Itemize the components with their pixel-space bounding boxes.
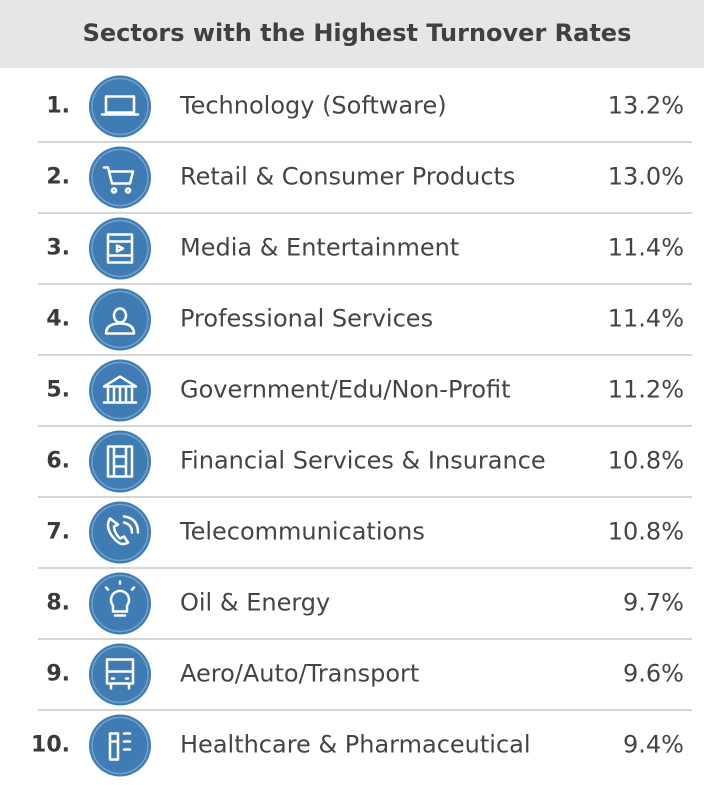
icon-glyph: [106, 445, 134, 478]
rank: 3.: [46, 236, 70, 261]
sector-icon: [89, 714, 151, 777]
sector-icon: [89, 430, 151, 493]
table-row: 6. Financial Services & Insurance 10.8%: [38, 425, 692, 493]
icon-glyph: [108, 732, 132, 761]
sector-icon: [89, 75, 151, 138]
rank: 2.: [46, 165, 70, 190]
icon-glyph: [104, 307, 136, 335]
sector-name: Professional Services: [180, 305, 433, 333]
table-row: 1. Technology (Software) 13.2%: [46, 75, 684, 138]
sector-name: Government/Edu/Non-Profit: [180, 376, 511, 404]
icon-ring: [91, 148, 149, 207]
icon-ring: [91, 219, 149, 278]
icon-ring: [91, 361, 149, 420]
turnover-rate: 11.4%: [608, 234, 684, 262]
icon-ring: [91, 77, 149, 136]
sector-name: Media & Entertainment: [180, 234, 459, 262]
table-row: 3. Media & Entertainment 11.4%: [38, 212, 692, 280]
rank: 1.: [46, 94, 70, 119]
sector-icon: [89, 572, 151, 635]
icon-glyph: [105, 658, 135, 690]
icon-circle: [89, 217, 151, 280]
turnover-rate: 11.4%: [608, 305, 684, 333]
icon-ring: [91, 432, 149, 491]
rank: 7.: [46, 520, 70, 545]
sector-name: Financial Services & Insurance: [180, 447, 546, 475]
turnover-rate: 11.2%: [608, 376, 684, 404]
table-row: 7. Telecommunications 10.8%: [38, 496, 692, 564]
icon-ring: [91, 290, 149, 349]
header-band: [0, 0, 704, 68]
turnover-rate: 10.8%: [608, 447, 684, 475]
icon-ring: [91, 716, 149, 775]
turnover-rate: 13.2%: [608, 92, 684, 120]
turnover-rate: 10.8%: [608, 518, 684, 546]
turnover-rate: 9.4%: [623, 731, 684, 759]
rank: 8.: [46, 591, 70, 616]
rank: 5.: [46, 378, 70, 403]
table-row: 10. Healthcare & Pharmaceutical 9.4%: [31, 709, 692, 777]
icon-circle: [89, 146, 151, 209]
icon-glyph: [106, 515, 140, 546]
sector-icon: [89, 643, 151, 706]
rank: 4.: [46, 307, 70, 332]
turnover-rate: 9.6%: [623, 660, 684, 688]
turnover-rate: 9.7%: [623, 589, 684, 617]
table-row: 8. Oil & Energy 9.7%: [38, 567, 692, 635]
title: Sectors with the Highest Turnover Rates: [83, 19, 632, 47]
rank: 10.: [31, 733, 70, 758]
icon-circle: [89, 75, 151, 138]
icon-circle: [89, 288, 151, 351]
sector-icon: [89, 146, 151, 209]
sector-icon: [89, 217, 151, 280]
sector-name: Telecommunications: [179, 518, 425, 546]
turnover-rate: 13.0%: [608, 163, 684, 191]
icon-circle: [89, 643, 151, 706]
icon-glyph: [106, 233, 134, 264]
icon-circle: [89, 501, 151, 564]
table-row: 5. Government/Edu/Non-Profit 11.2%: [38, 354, 692, 422]
icon-circle: [89, 572, 151, 635]
table-row: 4. Professional Services 11.4%: [38, 283, 692, 351]
icon-ring: [91, 574, 149, 633]
sector-icon: [89, 501, 151, 564]
icon-ring: [91, 645, 149, 704]
table-row: 2. Retail & Consumer Products 13.0%: [38, 141, 692, 209]
sector-name: Aero/Auto/Transport: [180, 660, 419, 688]
icon-glyph: [104, 580, 136, 617]
icon-glyph: [102, 375, 138, 404]
icon-glyph: [100, 95, 140, 116]
table-row: 9. Aero/Auto/Transport 9.6%: [38, 638, 692, 706]
icon-circle: [89, 714, 151, 777]
rank: 9.: [46, 662, 70, 687]
sector-icon: [89, 288, 151, 351]
sector-name: Healthcare & Pharmaceutical: [180, 731, 531, 759]
rank: 6.: [46, 449, 70, 474]
sector-icon: [89, 359, 151, 422]
icon-ring: [91, 503, 149, 562]
icon-circle: [89, 430, 151, 493]
sector-name: Technology (Software): [179, 92, 447, 120]
sector-name: Oil & Energy: [180, 589, 330, 617]
sector-name: Retail & Consumer Products: [180, 163, 515, 191]
icon-glyph: [102, 166, 135, 194]
